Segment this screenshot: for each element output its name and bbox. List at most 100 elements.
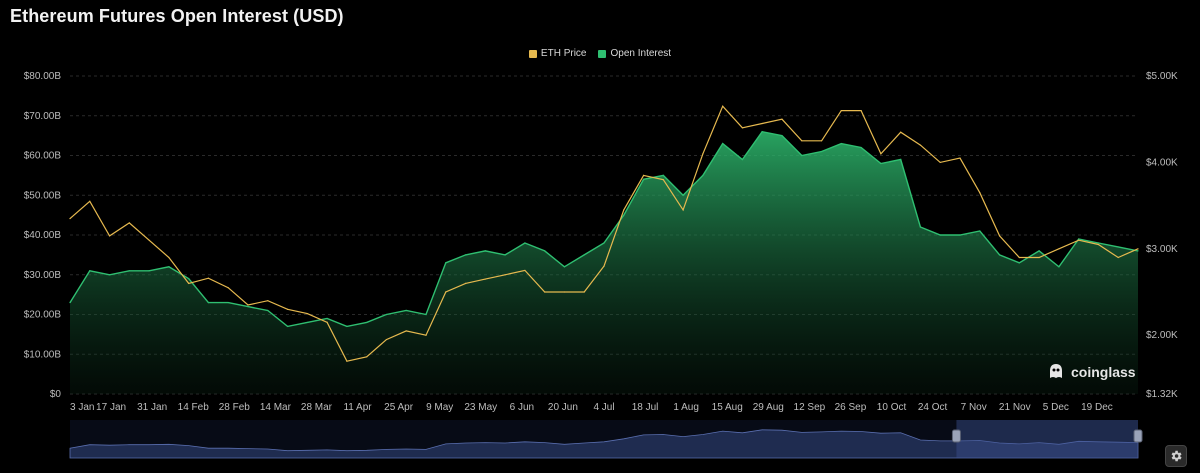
eth-price-point (69, 217, 71, 220)
eth-price-point (464, 282, 467, 284)
y-left-tick-label: $80.00B (24, 71, 62, 82)
navigator-selection[interactable] (956, 420, 1138, 458)
x-tick-label: 23 May (464, 402, 497, 413)
eth-price-point (722, 105, 724, 107)
eth-price-point (128, 222, 130, 224)
y-right-tick-label: $1.32K (1146, 389, 1178, 400)
eth-price-point (801, 140, 803, 142)
open-interest-point (326, 317, 328, 320)
eth-price-point (1078, 239, 1080, 241)
range-navigator (69, 420, 1143, 459)
x-tick-label: 21 Nov (999, 402, 1031, 413)
eth-price-point (425, 334, 427, 336)
open-interest-point (741, 158, 744, 161)
open-interest-point (840, 142, 842, 145)
eth-price-point (227, 287, 229, 289)
x-tick-label: 1 Aug (673, 402, 699, 413)
x-tick-label: 11 Apr (343, 402, 372, 413)
open-interest-point (366, 321, 368, 324)
eth-price-point (108, 235, 111, 237)
open-interest-point (544, 250, 546, 252)
x-axis: 3 Jan 17 Jan 31 Jan 14 Feb 28 Feb 14 Mar 28 Ma… (70, 402, 1113, 413)
legend-swatch-eth-price (528, 49, 537, 58)
x-tick-label: 29 Aug (753, 402, 784, 413)
chart-legend: ETH Price Open Interest (0, 48, 1200, 59)
open-interest-point (188, 278, 190, 280)
x-tick-label: 17 Jan (96, 402, 126, 413)
x-tick-label: 31 Jan (137, 402, 167, 413)
eth-price-series (69, 105, 1139, 362)
open-interest-point (128, 270, 130, 272)
open-interest-point (504, 254, 506, 256)
eth-price-point (484, 278, 486, 280)
settings-button[interactable] (1165, 445, 1187, 467)
open-interest-point (1137, 250, 1139, 252)
open-interest-point (919, 226, 922, 228)
x-tick-label: 14 Mar (260, 402, 292, 413)
coinglass-logo-icon (1050, 364, 1062, 378)
legend-item-eth-price[interactable]: ETH Price (528, 48, 587, 59)
open-interest-point (464, 254, 467, 256)
x-tick-label: 15 Aug (712, 402, 743, 413)
legend-label-eth-price: ETH Price (540, 48, 587, 59)
navigator-handle-right[interactable] (1133, 429, 1143, 443)
open-interest-point (306, 321, 308, 324)
open-interest-point (445, 262, 447, 264)
open-interest-point (405, 309, 407, 312)
y-axis-left: $0 $10.00B $20.00B $30.00B $40.00B $50.00B $60… (24, 71, 62, 400)
x-tick-label: 28 Feb (219, 402, 251, 413)
eth-price-point (1018, 256, 1020, 259)
open-interest-point (880, 162, 882, 165)
x-tick-label: 6 Jun (510, 402, 534, 413)
eth-price-point (326, 321, 328, 323)
eth-price-point (247, 304, 249, 306)
eth-price-point (544, 291, 546, 293)
open-interest-point (1038, 250, 1040, 252)
y-right-tick-label: $5.00K (1146, 71, 1178, 82)
eth-price-point (405, 330, 407, 332)
navigator-handle-left[interactable] (951, 429, 961, 443)
open-interest-point (702, 174, 704, 176)
y-left-tick-label: $20.00B (24, 310, 62, 321)
open-interest-point (425, 313, 427, 316)
open-interest-point (1058, 266, 1060, 268)
eth-price-point (979, 192, 981, 194)
eth-price-point (267, 300, 269, 302)
y-left-tick-label: $0 (50, 389, 62, 400)
eth-price-point (880, 153, 882, 155)
open-interest-point (820, 150, 823, 153)
eth-price-point (603, 265, 605, 267)
legend-item-open-interest[interactable]: Open Interest (598, 48, 671, 59)
open-interest-point (524, 242, 526, 244)
open-interest-point (801, 154, 803, 157)
eth-price-point (761, 122, 763, 125)
open-interest-point (939, 234, 941, 236)
eth-price-point (702, 153, 704, 155)
open-interest-area (70, 131, 1138, 394)
x-tick-label: 24 Oct (918, 402, 948, 413)
watermark: coinglass (1046, 362, 1136, 382)
open-interest-point (900, 158, 902, 161)
open-interest-point (979, 230, 981, 232)
open-interest-point (69, 301, 71, 304)
eth-price-point (900, 131, 902, 133)
open-interest-point (148, 270, 150, 272)
open-interest-point (168, 266, 170, 268)
eth-price-point (959, 157, 961, 159)
x-tick-label: 7 Nov (961, 402, 987, 413)
eth-price-point (682, 209, 684, 211)
open-interest-point (108, 274, 111, 276)
open-interest-point (722, 142, 724, 145)
open-interest-point (385, 313, 388, 316)
eth-price-point (89, 200, 91, 202)
watermark-text: coinglass (1071, 364, 1136, 380)
open-interest-point (583, 254, 585, 256)
eth-price-point (781, 118, 783, 120)
eth-price-point (207, 277, 210, 279)
eth-price-point (445, 291, 447, 293)
eth-price-point (286, 308, 289, 310)
eth-price-point (840, 109, 842, 112)
y-left-tick-label: $40.00B (24, 230, 62, 241)
open-interest-point (860, 146, 862, 149)
